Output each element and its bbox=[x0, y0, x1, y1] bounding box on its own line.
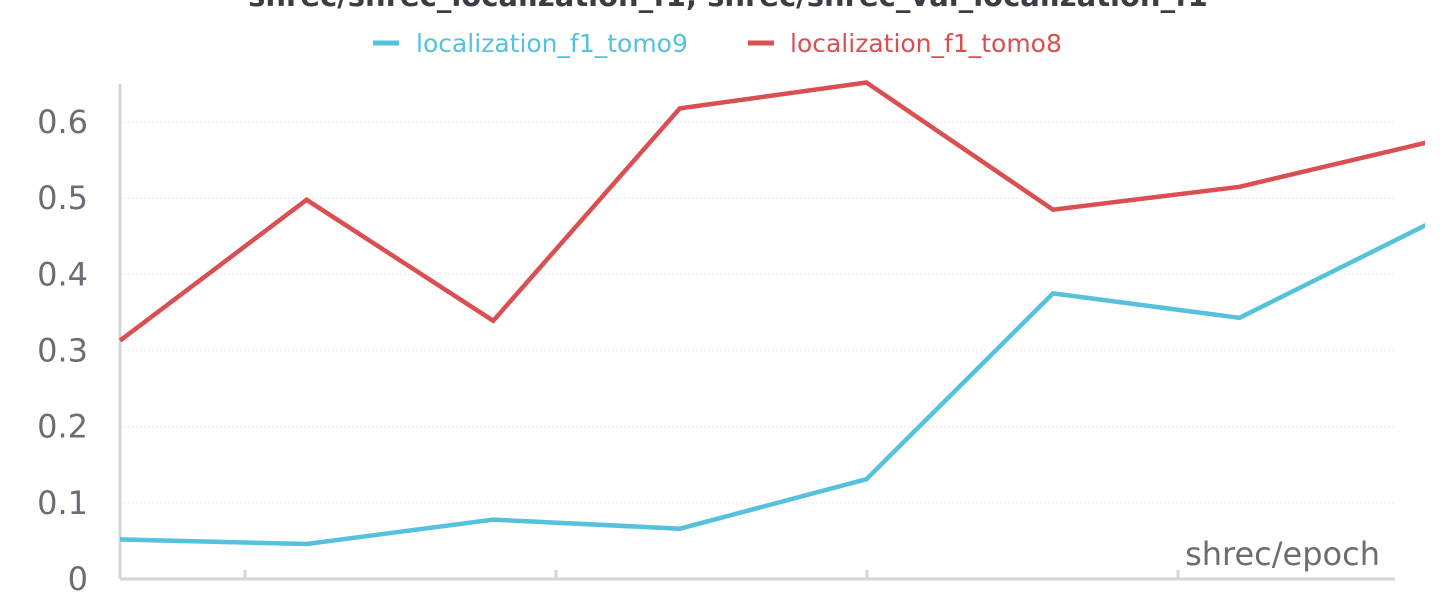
y-tick-label: 0.2 bbox=[37, 408, 88, 446]
series-lines bbox=[118, 80, 1425, 547]
chart-legend: localization_f1_tomo9 localization_f1_tom… bbox=[373, 29, 1062, 58]
series-line-localization-f1-tomo9 bbox=[119, 222, 1425, 547]
x-tick-marks bbox=[243, 570, 1180, 579]
legend-label: localization_f1_tomo8 bbox=[790, 29, 1062, 58]
grid-lines bbox=[120, 121, 1395, 504]
series-line-localization-f1-tomo8 bbox=[118, 80, 1425, 343]
y-tick-label: 0.3 bbox=[37, 332, 88, 370]
y-tick-label: 0.5 bbox=[37, 179, 88, 217]
y-tick-label: 0 bbox=[68, 560, 88, 598]
y-tick-labels: 0 0.1 0.2 0.3 0.4 0.5 0.6 bbox=[37, 103, 88, 598]
y-tick-label: 0.4 bbox=[37, 255, 88, 293]
axes bbox=[118, 84, 1395, 581]
chart-title: shrec/shrec_localization_f1, shrec/shrec… bbox=[248, 0, 1208, 13]
y-tick-label: 0.1 bbox=[37, 484, 88, 522]
legend-label: localization_f1_tomo9 bbox=[416, 29, 688, 58]
y-tick-label: 0.6 bbox=[37, 103, 88, 141]
x-axis-label: shrec/epoch bbox=[1185, 535, 1380, 573]
